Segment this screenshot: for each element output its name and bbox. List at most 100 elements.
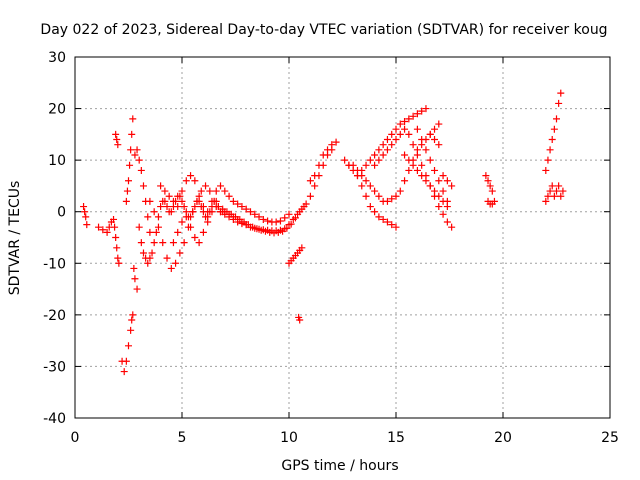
data-point [349, 161, 357, 169]
data-point [199, 203, 207, 211]
data-point [383, 136, 391, 144]
data-point [371, 151, 379, 159]
data-point [103, 228, 111, 236]
data-point [139, 249, 147, 257]
data-point [557, 192, 565, 200]
data-point [553, 115, 560, 123]
data-point [332, 138, 340, 146]
data-point [169, 197, 177, 205]
data-point [405, 130, 413, 138]
data-point [221, 210, 229, 218]
data-point [557, 89, 565, 97]
data-point [401, 177, 409, 185]
series-arc-m [306, 138, 340, 185]
data-point [217, 208, 225, 216]
data-point [366, 182, 374, 190]
data-point [174, 228, 182, 236]
data-point [486, 182, 494, 190]
grid-lines [75, 57, 610, 418]
data-point [296, 208, 304, 216]
data-point [178, 187, 186, 195]
x-tick-label: 15 [387, 430, 405, 446]
data-point [229, 197, 237, 205]
y-tick-label: -20 [43, 308, 66, 324]
data-point [246, 208, 254, 216]
series-arc-p [353, 105, 430, 180]
data-point [362, 192, 370, 200]
data-point [146, 197, 154, 205]
data-point [139, 182, 147, 190]
data-point [388, 130, 396, 138]
data-point [362, 161, 370, 169]
data-point [306, 177, 314, 185]
data-point [129, 311, 137, 319]
data-point [426, 156, 434, 164]
data-point [296, 316, 304, 324]
data-point [135, 223, 143, 231]
data-point [191, 177, 199, 185]
series-arc-i [157, 172, 293, 226]
data-point [113, 244, 121, 252]
data-point [375, 146, 383, 154]
data-point [212, 187, 220, 195]
data-point [550, 192, 558, 200]
series-arc-w [542, 89, 565, 174]
data-point [182, 213, 190, 221]
y-tick-label: 20 [48, 102, 66, 118]
series-arc-k [285, 244, 306, 267]
data-point [285, 210, 293, 218]
data-point [157, 182, 165, 190]
data-point [144, 213, 152, 221]
data-point [383, 218, 391, 226]
data-point [193, 197, 201, 205]
data-point [191, 234, 199, 241]
data-points [80, 89, 567, 376]
data-point [148, 249, 156, 257]
data-point [274, 228, 282, 236]
data-point [388, 195, 396, 203]
data-point [418, 161, 426, 169]
data-point [371, 161, 379, 169]
data-point [110, 215, 118, 223]
data-point [199, 228, 207, 236]
data-point [484, 177, 492, 185]
data-point [125, 342, 132, 350]
data-point [159, 239, 167, 247]
data-point [204, 218, 212, 226]
data-point [283, 224, 291, 232]
data-point [431, 187, 439, 195]
x-tick-labels: 0 5 10 15 20 25 [71, 430, 619, 446]
data-point [298, 244, 306, 252]
data-point [405, 156, 413, 164]
data-point [161, 187, 169, 195]
data-point [131, 275, 139, 283]
data-point [276, 217, 284, 225]
data-point [375, 156, 383, 164]
data-point [379, 215, 387, 223]
data-point [146, 228, 154, 236]
series-arc-j [169, 203, 250, 247]
data-point [306, 192, 314, 200]
data-point [435, 203, 443, 211]
data-point [195, 192, 203, 200]
data-point [128, 316, 136, 324]
data-point [229, 215, 237, 223]
data-point [555, 182, 563, 190]
data-point [418, 107, 426, 115]
data-point [375, 192, 383, 200]
data-point [362, 177, 370, 185]
data-point [409, 112, 417, 120]
data-point [435, 141, 443, 149]
data-point [383, 146, 391, 154]
data-point [157, 203, 165, 211]
data-point [81, 208, 89, 216]
plot-frame [74, 56, 611, 419]
axis-ticks [74, 56, 611, 419]
data-point [167, 208, 175, 216]
data-point [178, 218, 186, 226]
data-point [133, 285, 141, 293]
series-arc-e [122, 115, 141, 293]
data-point [202, 182, 210, 190]
series-arc-t [426, 130, 456, 190]
data-point [392, 192, 400, 200]
